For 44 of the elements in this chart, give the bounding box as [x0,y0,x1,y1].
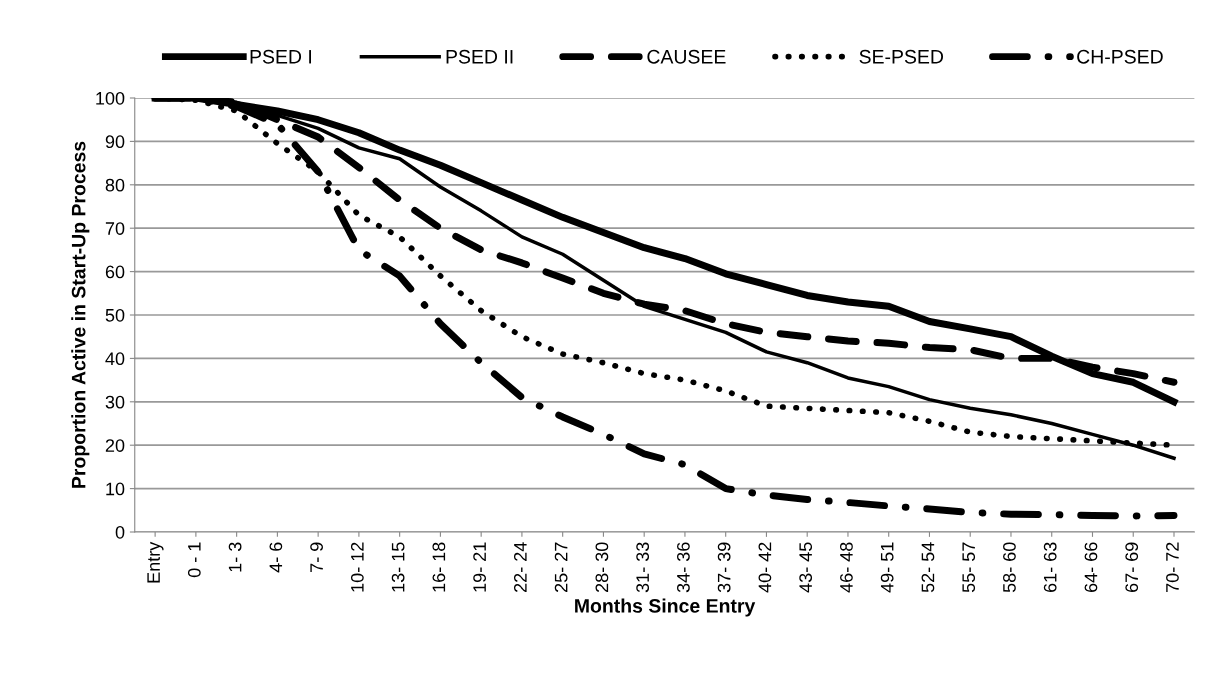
y-tick-label: 0 [115,525,125,539]
x-tick-label: 28- 30 [595,542,609,592]
y-tick-label: 100 [96,91,125,105]
x-tick-label: 10- 12 [350,542,364,592]
x-tick-label: 67- 69 [1125,542,1139,592]
x-tick-label: 0 - 1 [187,542,201,578]
x-tick-label: 16- 18 [432,542,446,592]
x-tick-label: 58- 60 [1003,542,1016,593]
x-tick-label: 13- 15 [391,542,405,592]
x-tick-label: 4- 6 [269,542,283,573]
y-tick-label: 70 [105,222,125,235]
y-tick-label: 50 [105,308,125,322]
x-tick-label: 70- 72 [1166,542,1179,592]
x-tick-label: 25- 27 [554,542,568,592]
x-tick-label: 34- 36 [677,542,690,593]
x-tick-label: 49- 51 [880,542,894,593]
y-tick-label: 20 [105,439,125,452]
legend-label: CAUSEE [647,49,726,64]
x-tick-label: 40- 42 [758,542,772,593]
x-tick-label: Entry [147,541,164,583]
y-tick-label: 30 [105,395,125,409]
x-axis-title: Months Since Entry [575,598,756,617]
y-tick-label: 60 [105,265,125,279]
x-tick-label: 37- 39 [717,542,731,593]
x-tick-label: 61- 63 [1043,542,1057,592]
x-tick-label: 1- 3 [228,542,242,572]
x-tick-label: 43- 45 [799,542,813,593]
y-tick-label: 80 [105,178,125,192]
x-tick-label: 19- 21 [473,542,487,592]
x-tick-label: 7- 9 [310,542,323,572]
x-tick-label: 22- 24 [513,542,527,592]
legend-label: PSED II [446,49,513,64]
x-tick-label: 64- 66 [1084,542,1098,592]
y-tick-label: 40 [105,352,125,366]
y-axis-title: Proportion Active in Start-Up Process [71,141,90,488]
x-tick-label: 46- 48 [840,542,853,593]
legend-label: PSED I [250,49,312,64]
x-tick-label: 55- 57 [962,542,976,593]
x-tick-label: 31- 33 [636,542,650,593]
y-tick-label: 90 [105,135,125,149]
legend-label: CH-PSED [1077,49,1163,64]
legend-label: SE-PSED [859,49,944,64]
x-tick-label: 52- 54 [921,542,935,593]
y-tick-label: 10 [106,482,125,496]
